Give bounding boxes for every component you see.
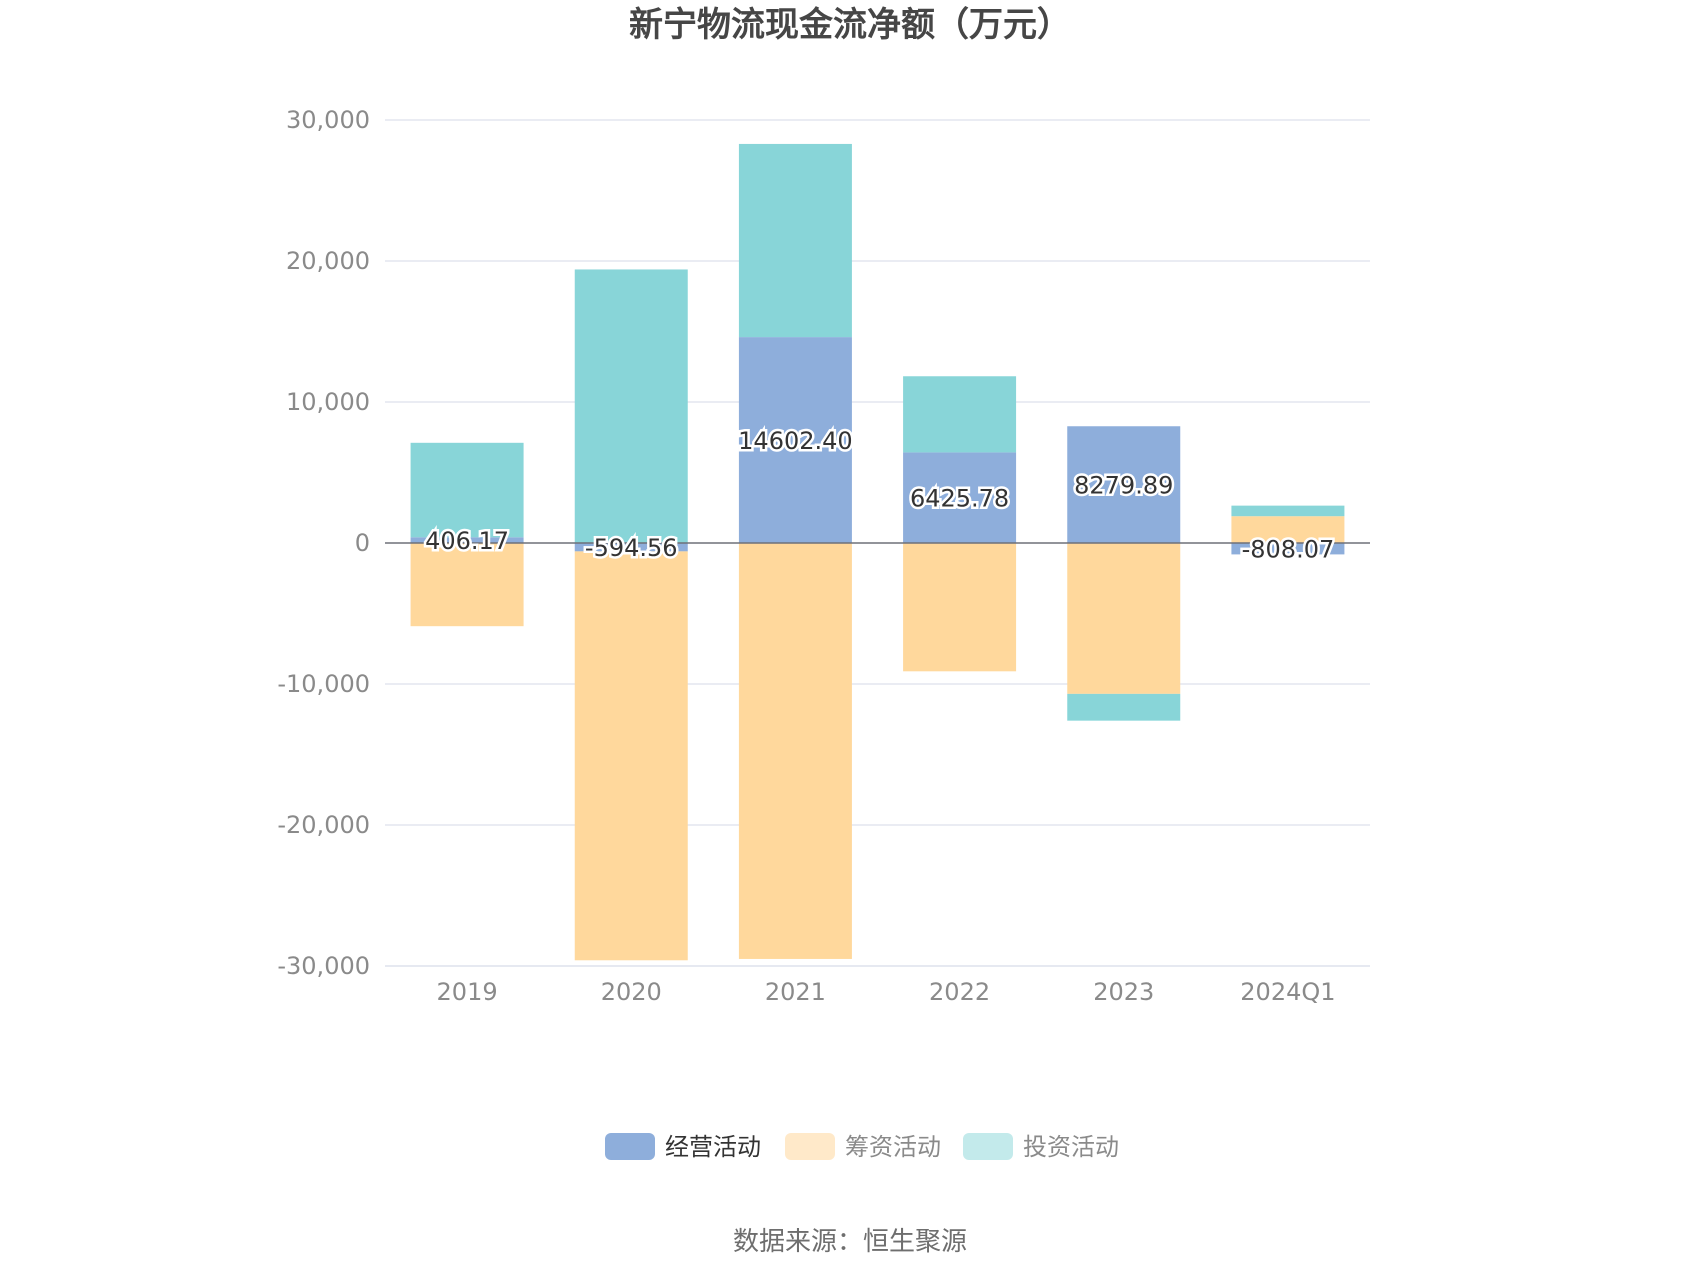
bar-筹资活动-2023 xyxy=(1067,543,1181,694)
bar-经营活动-2020 xyxy=(574,543,688,552)
bar-经营活动-2022 xyxy=(903,452,1017,543)
bar-筹资活动-2019 xyxy=(410,543,524,627)
data-label: -594.56 xyxy=(585,534,678,562)
y-tick-label: 20,000 xyxy=(286,247,370,275)
chart-title: 新宁物流现金流净额（万元） xyxy=(629,5,1071,45)
y-tick-label: 0 xyxy=(355,529,370,557)
bar-筹资活动-2021 xyxy=(738,543,852,959)
bar-经营活动-2024Q1 xyxy=(1231,543,1345,555)
bar-经营活动-2023 xyxy=(1067,426,1181,543)
legend-swatch xyxy=(785,1133,835,1160)
data-label: 406.17 xyxy=(425,527,509,555)
legend-item[interactable]: 筹资活动 xyxy=(785,1133,941,1161)
x-axis: 2019 2020 2021 2022 2023 2024Q1 xyxy=(437,978,1336,1006)
y-tick-label: -20,000 xyxy=(277,811,370,839)
bar-投资活动-2021 xyxy=(738,143,852,338)
legend-label: 投资活动 xyxy=(1023,1133,1119,1161)
bar-投资活动-2024Q1 xyxy=(1231,505,1345,517)
legend-label: 筹资活动 xyxy=(845,1133,941,1161)
y-tick-label: 30,000 xyxy=(286,106,370,134)
bar-经营活动-2019 xyxy=(410,537,524,543)
data-label: 6425.78 xyxy=(910,485,1009,513)
legend-swatch xyxy=(605,1133,655,1160)
bar-筹资活动-2024Q1 xyxy=(1231,516,1345,543)
data-source: 数据来源：恒生聚源 xyxy=(733,1227,967,1257)
x-tick-label: 2019 xyxy=(437,978,498,1006)
x-tick-label: 2021 xyxy=(765,978,826,1006)
data-labels: 406.17 -594.56 14602.40 6425.78 8279.89 -808.… xyxy=(423,425,1337,567)
y-tick-label: 10,000 xyxy=(286,388,370,416)
y-axis: 30,000 20,000 10,000 0 -10,000 -20,000 -30,000 xyxy=(277,106,370,980)
x-tick-label: 2022 xyxy=(929,978,990,1006)
x-tick-label: 2023 xyxy=(1093,978,1154,1006)
bar-筹资活动-2020 xyxy=(574,551,688,961)
data-label: 8279.89 xyxy=(1074,472,1173,500)
legend: 经营活动 筹资活动 投资活动 xyxy=(605,1133,1119,1161)
y-tick-label: -10,000 xyxy=(277,670,370,698)
x-tick-label: 2020 xyxy=(601,978,662,1006)
data-label: 14602.40 xyxy=(738,427,853,455)
bar-投资活动-2020 xyxy=(574,269,688,543)
bar-投资活动-2023 xyxy=(1067,693,1181,721)
legend-item[interactable]: 经营活动 xyxy=(605,1133,761,1161)
y-tick-label: -30,000 xyxy=(277,952,370,980)
data-label: -808.07 xyxy=(1242,536,1335,564)
bar-经营活动-2021 xyxy=(738,337,852,543)
legend-item[interactable]: 投资活动 xyxy=(963,1133,1119,1161)
bar-投资活动-2019 xyxy=(410,442,524,538)
bars xyxy=(410,143,1345,961)
zero-line xyxy=(385,542,1370,967)
legend-label: 经营活动 xyxy=(665,1133,761,1161)
bar-投资活动-2022 xyxy=(903,376,1017,453)
x-tick-label: 2024Q1 xyxy=(1240,978,1335,1006)
legend-swatch xyxy=(963,1133,1013,1160)
bar-筹资活动-2022 xyxy=(903,543,1017,672)
